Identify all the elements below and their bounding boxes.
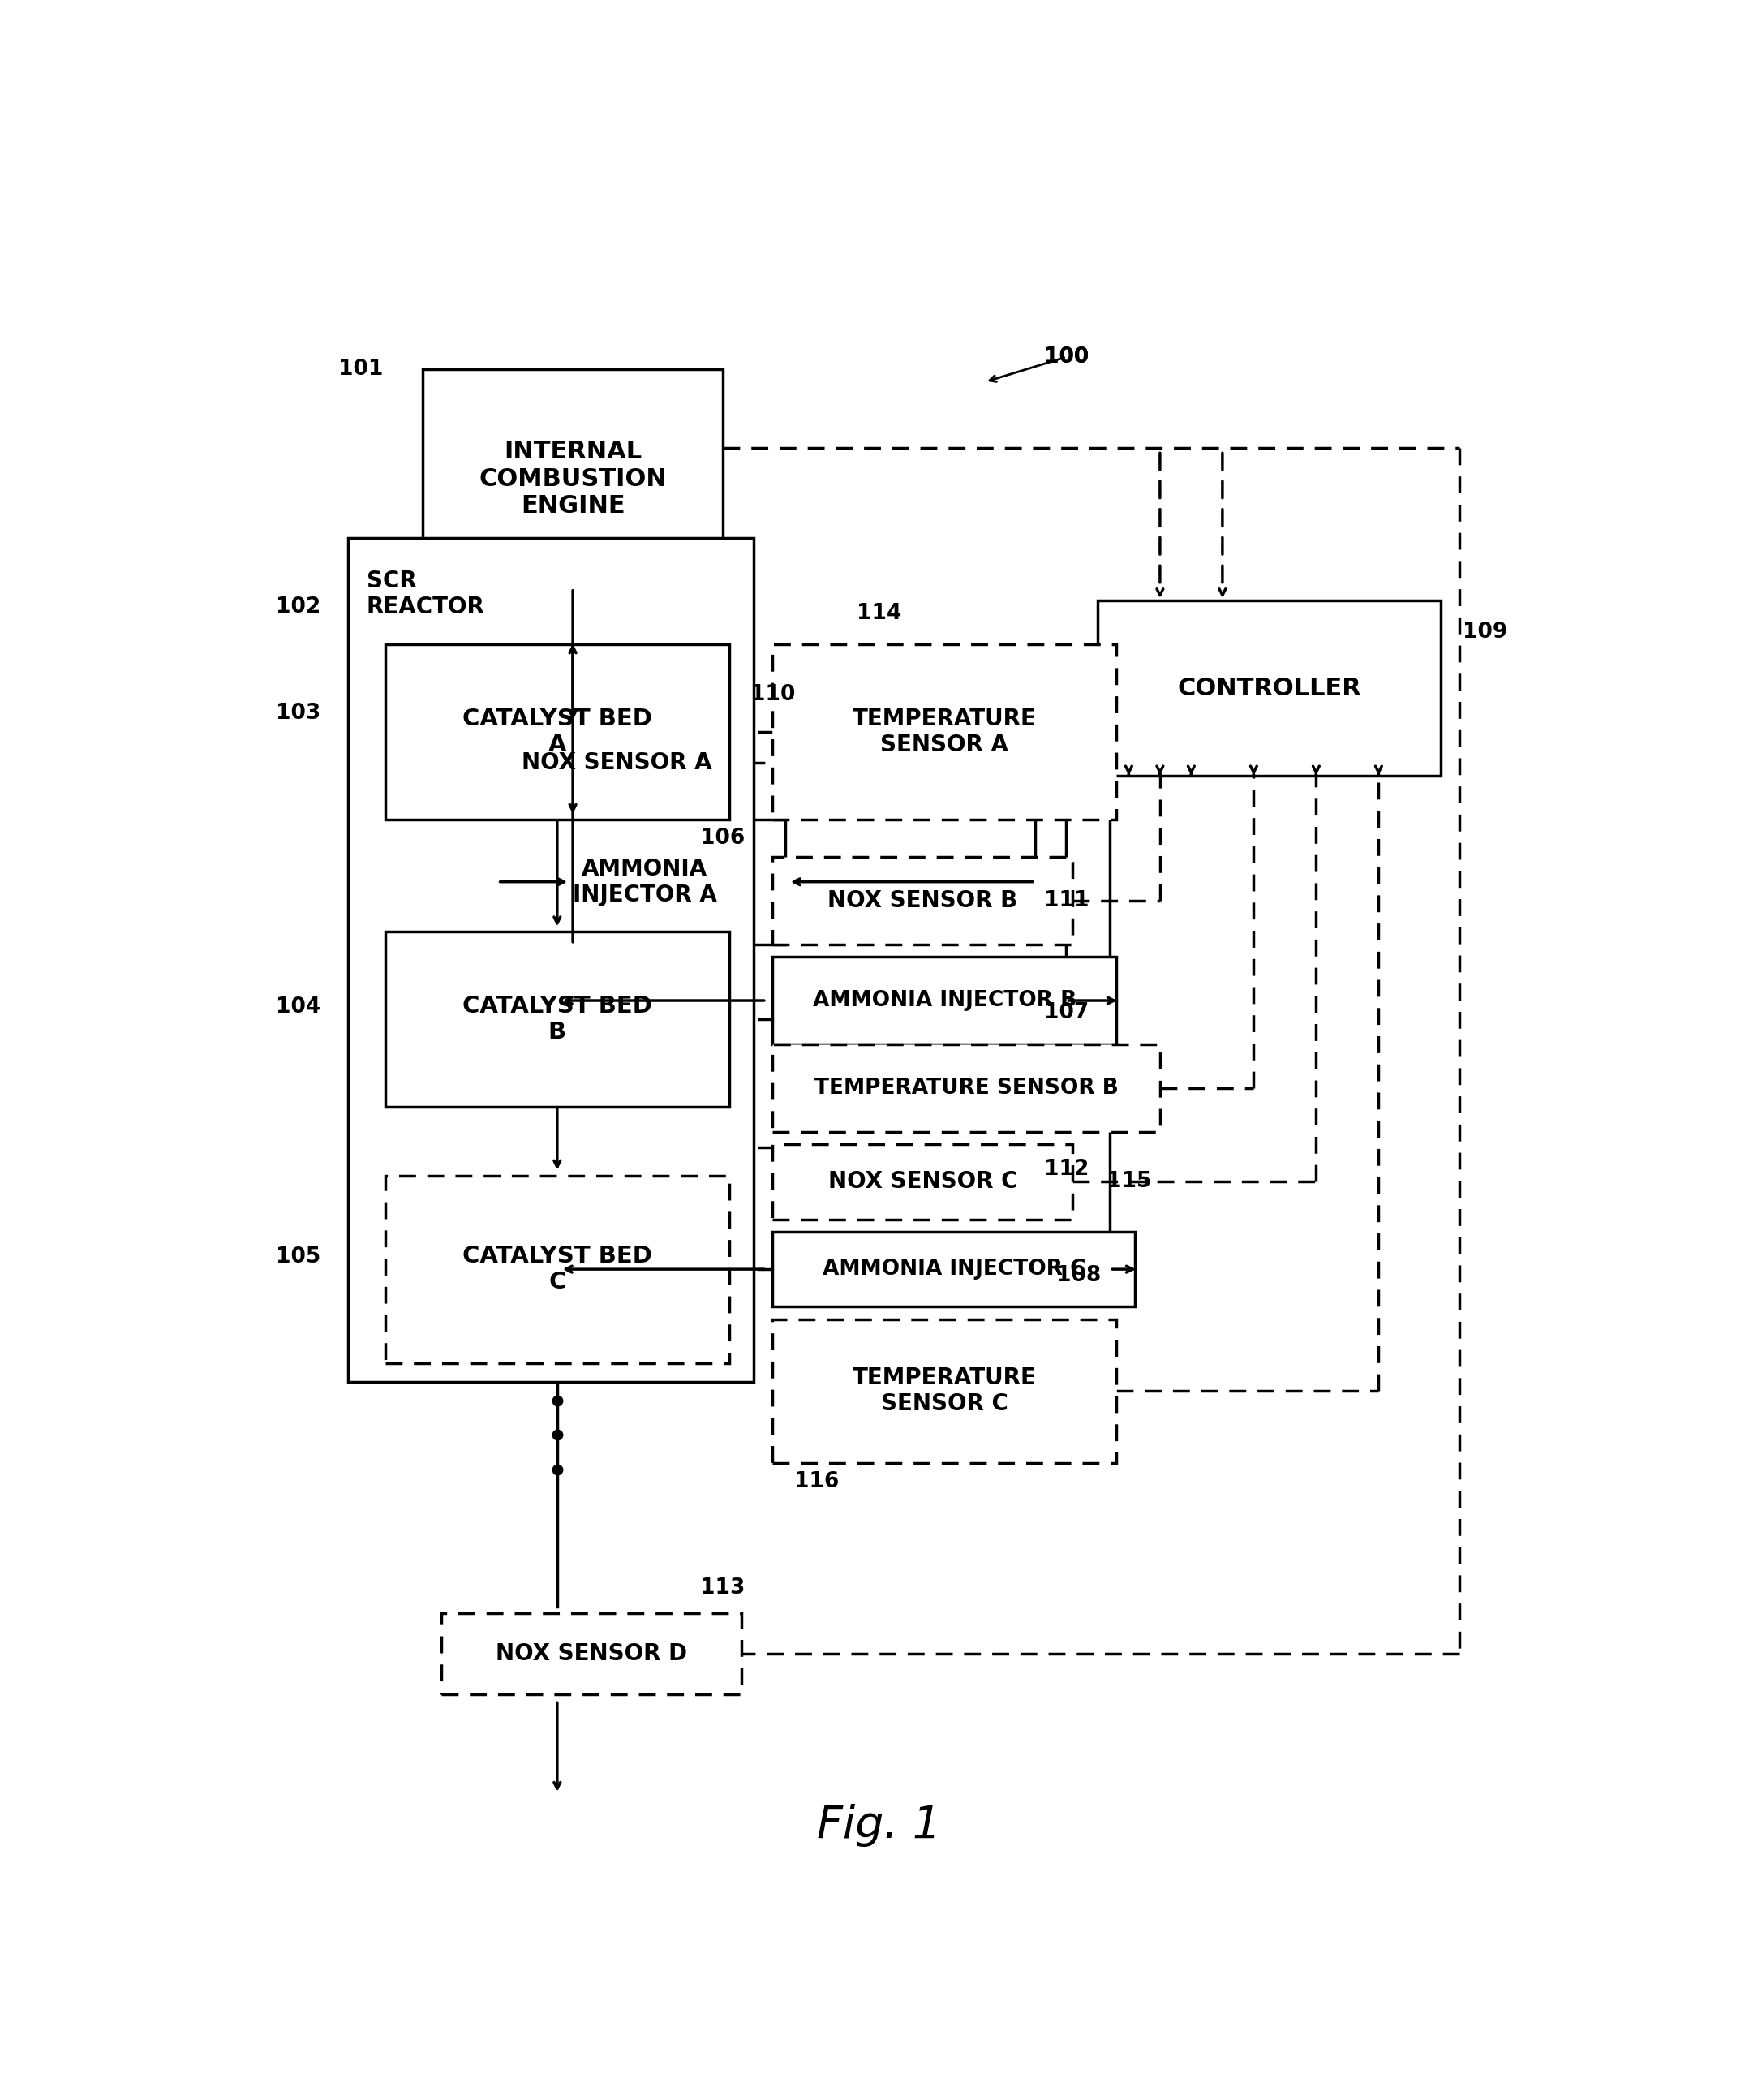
Text: 112: 112 <box>1044 1159 1088 1180</box>
Bar <box>423 370 722 588</box>
Bar <box>504 819 785 945</box>
Text: 103: 103 <box>276 704 320 724</box>
Bar <box>385 932 729 1107</box>
Text: 100: 100 <box>1044 347 1088 368</box>
Bar <box>441 1613 742 1695</box>
Text: 115: 115 <box>1107 1172 1151 1193</box>
Text: 101: 101 <box>338 359 383 380</box>
Text: TEMPERATURE SENSOR B: TEMPERATURE SENSOR B <box>815 1077 1118 1098</box>
Text: CATALYST BED
B: CATALYST BED B <box>462 995 652 1044</box>
Bar <box>773 1144 1072 1220</box>
Text: AMMONIA INJECTOR C: AMMONIA INJECTOR C <box>822 1258 1086 1279</box>
Bar <box>773 1319 1116 1464</box>
Bar <box>773 1044 1160 1132</box>
Text: 107: 107 <box>1044 1002 1088 1023</box>
Text: AMMONIA
INJECTOR A: AMMONIA INJECTOR A <box>572 857 717 907</box>
Text: 114: 114 <box>857 603 901 624</box>
Text: NOX SENSOR D: NOX SENSOR D <box>495 1642 687 1665</box>
Text: SCR
REACTOR: SCR REACTOR <box>367 569 484 617</box>
Bar <box>773 958 1116 1044</box>
Text: NOX SENSOR B: NOX SENSOR B <box>827 888 1018 911</box>
Bar <box>348 538 754 1382</box>
Text: 108: 108 <box>1056 1264 1102 1285</box>
Bar <box>773 857 1072 945</box>
Bar <box>484 727 749 800</box>
Text: 113: 113 <box>700 1577 745 1598</box>
Text: 102: 102 <box>276 596 320 617</box>
Text: TEMPERATURE
SENSOR C: TEMPERATURE SENSOR C <box>852 1367 1037 1415</box>
Bar <box>385 1176 729 1363</box>
Text: INTERNAL
COMBUSTION
ENGINE: INTERNAL COMBUSTION ENGINE <box>479 439 666 519</box>
Text: Fig. 1: Fig. 1 <box>817 1804 941 1846</box>
Bar <box>773 645 1116 819</box>
Text: 104: 104 <box>276 995 320 1016</box>
Text: AMMONIA INJECTOR B: AMMONIA INJECTOR B <box>813 989 1076 1010</box>
Text: CATALYST BED
C: CATALYST BED C <box>462 1245 652 1294</box>
Text: CONTROLLER: CONTROLLER <box>1177 676 1361 699</box>
Text: 105: 105 <box>276 1245 320 1266</box>
Text: CATALYST BED
A: CATALYST BED A <box>462 708 652 756</box>
Text: 111: 111 <box>1044 890 1090 911</box>
Text: NOX SENSOR C: NOX SENSOR C <box>827 1170 1018 1193</box>
Bar <box>1098 601 1441 775</box>
Text: 110: 110 <box>750 685 796 706</box>
Text: NOX SENSOR A: NOX SENSOR A <box>521 752 712 775</box>
Text: 116: 116 <box>794 1472 840 1493</box>
Bar <box>773 1233 1135 1306</box>
Bar <box>385 645 729 819</box>
Text: 100: 100 <box>1044 347 1088 368</box>
Text: 106: 106 <box>700 827 745 848</box>
Text: TEMPERATURE
SENSOR A: TEMPERATURE SENSOR A <box>852 708 1037 756</box>
Text: 109: 109 <box>1462 622 1508 643</box>
